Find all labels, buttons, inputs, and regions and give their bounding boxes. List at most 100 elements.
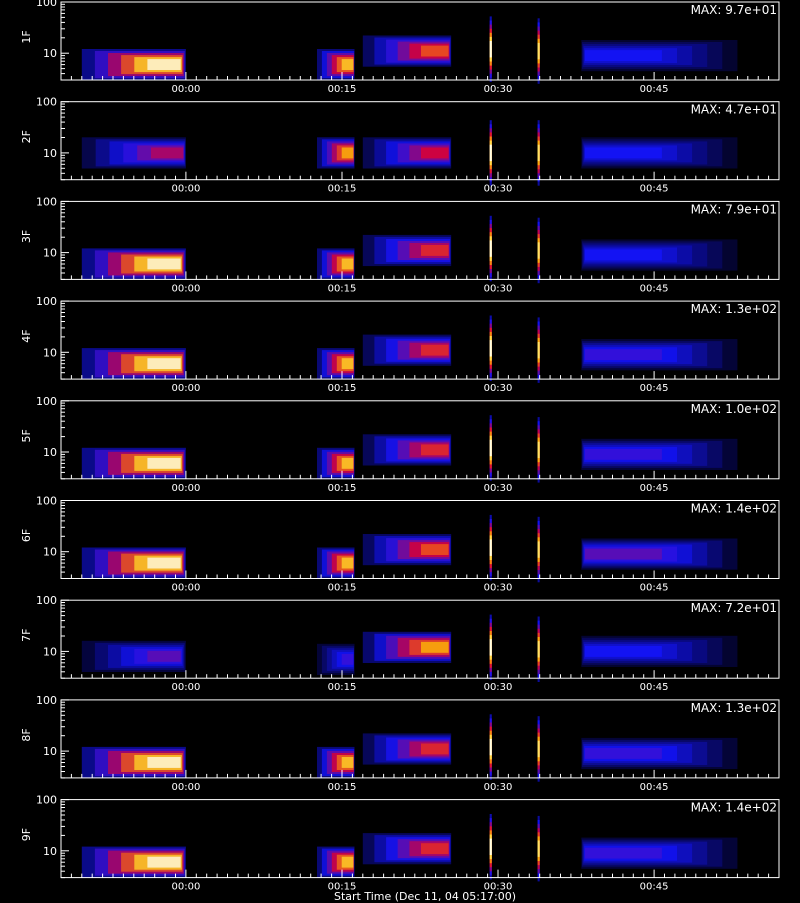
max-value-label: MAX: 7.9e+01 xyxy=(691,202,777,216)
x-tick-label: 00:00 xyxy=(171,682,200,693)
burst-3-layer-6 xyxy=(421,344,449,356)
y-tick-label: 100 xyxy=(36,195,57,208)
x-tick-label: 00:00 xyxy=(171,583,200,594)
x-axis-ticks: 00:00 00:15 00:30 00:45 xyxy=(60,869,780,893)
burst-1 xyxy=(81,846,186,878)
burst-6 xyxy=(581,137,738,169)
burst-5 xyxy=(537,18,540,84)
burst-4 xyxy=(489,514,492,581)
y-axis-ticks: 10 100 xyxy=(36,594,69,679)
y-tick-label: 10 xyxy=(43,845,57,858)
burst-5-layer-7 xyxy=(537,641,540,658)
x-tick-label: 00:15 xyxy=(328,383,357,394)
y-tick-label: 10 xyxy=(43,546,57,559)
x-tick-label: 00:45 xyxy=(640,782,669,793)
burst-6-layer-6 xyxy=(584,349,662,361)
x-tick-label: 00:15 xyxy=(328,283,357,294)
x-axis-ticks: 00:00 00:15 00:30 00:45 xyxy=(60,769,780,793)
plot-frame xyxy=(60,500,780,579)
burst-3-layer-6 xyxy=(421,147,449,159)
burst-6-layer-6 xyxy=(584,548,662,560)
burst-1 xyxy=(81,348,186,380)
burst-3 xyxy=(362,334,452,366)
y-tick-label: 10 xyxy=(43,147,57,160)
x-tick-label: 00:00 xyxy=(171,383,200,394)
y-axis-ticks: 10 100 xyxy=(36,694,69,779)
burst-6-layer-6 xyxy=(584,646,662,657)
burst-4 xyxy=(489,120,492,186)
burst-2 xyxy=(317,746,355,779)
y-axis-ticks: 10 100 xyxy=(36,495,69,579)
x-tick-label: 00:45 xyxy=(640,184,669,195)
plot-frame xyxy=(60,699,780,779)
max-value-label: MAX: 4.7e+01 xyxy=(691,103,777,117)
panel-label: 1F xyxy=(20,30,33,43)
burst-1 xyxy=(81,49,186,81)
x-tick-label: 00:30 xyxy=(484,583,513,594)
burst-2-layer-6 xyxy=(341,856,354,868)
burst-4 xyxy=(489,16,492,82)
x-tick-label: 00:30 xyxy=(484,383,513,394)
y-axis-ticks: 10 100 xyxy=(36,0,69,81)
burst-1-layer-6 xyxy=(147,856,181,868)
y-tick-label: 10 xyxy=(43,745,57,758)
burst-4 xyxy=(489,814,492,880)
x-tick-label: 00:00 xyxy=(171,283,200,294)
max-value-label: MAX: 7.2e+01 xyxy=(691,601,777,615)
burst-3-layer-6 xyxy=(421,641,449,653)
y-tick-label: 100 xyxy=(36,594,57,607)
burst-6-layer-6 xyxy=(584,448,662,460)
x-tick-label: 00:30 xyxy=(484,782,513,793)
burst-3 xyxy=(362,137,452,169)
burst-1 xyxy=(81,640,186,672)
plot-frame xyxy=(60,101,780,181)
x-axis-ticks: 00:00 00:15 00:30 00:45 xyxy=(60,171,780,195)
burst-4 xyxy=(489,215,492,282)
x-axis-ticks: 00:00 00:15 00:30 00:45 xyxy=(60,271,780,294)
burst-3-layer-6 xyxy=(421,245,449,256)
max-value-label: MAX: 1.3e+02 xyxy=(691,701,777,715)
burst-2 xyxy=(317,137,355,169)
burst-6 xyxy=(581,438,738,470)
panel-9f: 10 100 00:00 00:15 00:30 00:45 9F MAX: 1.4e+02 xyxy=(20,794,780,893)
y-tick-label: 10 xyxy=(43,247,57,260)
burst-3 xyxy=(362,434,452,466)
y-tick-label: 100 xyxy=(36,495,57,508)
burst-2 xyxy=(317,49,355,81)
panel-4f: 10 100 00:00 00:15 00:30 00:45 4F MAX: 1.3e+02 xyxy=(20,295,780,394)
x-axis-title: Start Time (Dec 11, 04 05:17:00) xyxy=(333,890,517,903)
x-axis-ticks: 00:00 00:15 00:30 00:45 xyxy=(60,72,780,95)
plot-frame xyxy=(60,799,780,879)
x-axis-ticks: 00:00 00:15 00:30 00:45 xyxy=(60,670,780,693)
burst-1-layer-6 xyxy=(147,59,181,70)
panel-7f: 10 100 00:00 00:15 00:30 00:45 7F MAX: 7.2e+01 xyxy=(20,594,780,693)
burst-1 xyxy=(81,137,186,169)
burst-4 xyxy=(489,714,492,780)
panel-5f: 10 100 00:00 00:15 00:30 00:45 5F MAX: 1.0e+02 xyxy=(20,395,780,494)
x-tick-label: 00:45 xyxy=(640,383,669,394)
burst-3 xyxy=(362,631,452,663)
burst-6-layer-6 xyxy=(584,147,662,159)
burst-4-layer-7 xyxy=(489,41,492,58)
x-tick-label: 00:00 xyxy=(171,782,200,793)
x-tick-label: 00:15 xyxy=(328,782,357,793)
burst-3-layer-6 xyxy=(421,544,449,555)
burst-5 xyxy=(537,417,540,483)
panel-2f: 10 100 00:00 00:15 00:30 00:45 2F MAX: 4.7e+01 xyxy=(20,96,780,195)
burst-1-layer-6 xyxy=(147,258,181,270)
burst-4-layer-7 xyxy=(489,144,492,162)
burst-2-layer-6 xyxy=(341,457,354,469)
burst-5-layer-7 xyxy=(537,242,540,259)
burst-1-layer-6 xyxy=(151,147,184,159)
burst-2-layer-6 xyxy=(341,557,354,569)
y-tick-label: 100 xyxy=(36,794,57,807)
burst-6 xyxy=(581,339,738,371)
y-tick-label: 100 xyxy=(36,395,57,408)
y-axis-ticks: 10 100 xyxy=(36,395,69,480)
plot-frame xyxy=(60,200,780,280)
burst-2 xyxy=(317,348,355,380)
y-axis-ticks: 10 100 xyxy=(36,96,69,181)
burst-4-layer-7 xyxy=(489,838,492,855)
